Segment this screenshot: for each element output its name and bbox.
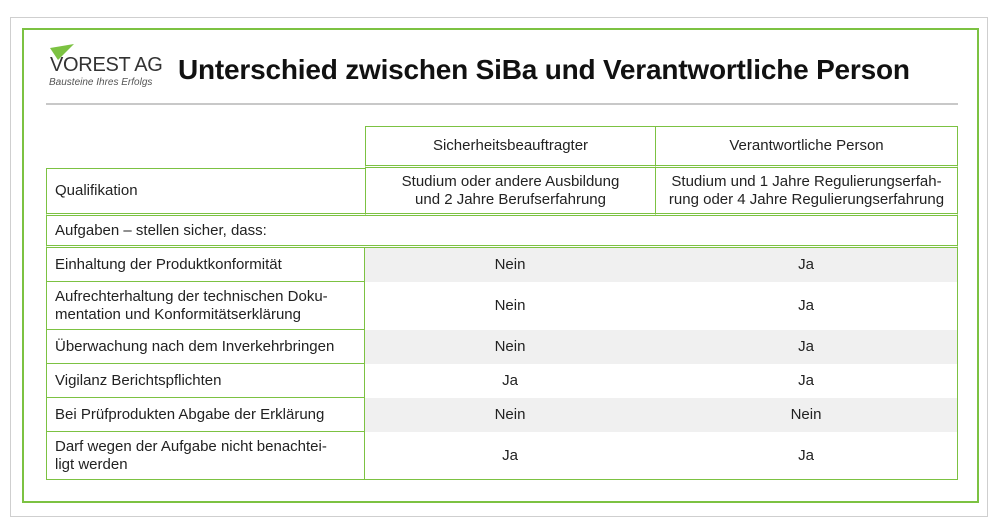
row-value-siba: Ja <box>502 372 518 389</box>
row-value-siba: Nein <box>365 248 655 282</box>
qualification-vp-line1: Studium und 1 Jahre Regulierungserfah- <box>671 172 942 190</box>
row-value-vp: Nein <box>655 398 958 432</box>
header-blank-cell <box>46 126 365 168</box>
row-value-vp: Ja <box>655 282 958 330</box>
comparison-table: Sicherheitsbeauftragter Verantwortliche … <box>46 126 958 480</box>
table-header-row: Sicherheitsbeauftragter Verantwortliche … <box>46 126 958 168</box>
logo-tagline: Bausteine Ihres Erfolgs <box>49 77 153 88</box>
qualification-vp-line2: rung oder 4 Jahre Regulierungserfahrung <box>668 190 945 208</box>
row-label: Überwachung nach dem Inverkehrbringen <box>46 330 365 364</box>
row-label-line1: Aufrechterhaltung der technischen Doku- <box>55 287 328 305</box>
table-row: Einhaltung der Produktkonformität Nein J… <box>46 248 958 282</box>
row-value-vp: Ja <box>655 248 958 282</box>
qualification-siba: Studium oder andere Ausbildung und 2 Jah… <box>365 168 655 216</box>
title-divider <box>46 103 958 105</box>
table-row: Überwachung nach dem Inverkehrbringen Ne… <box>46 330 958 364</box>
row-value-siba: Nein <box>494 297 526 314</box>
row-label-line1: Darf wegen der Aufgabe nicht benachtei- <box>55 437 327 455</box>
qualification-vp: Studium und 1 Jahre Regulierungserfah- r… <box>655 168 958 216</box>
qualification-siba-line1: Studium oder andere Ausbildung <box>401 172 620 190</box>
table-row: Vigilanz Berichtspflichten Ja Ja <box>46 364 958 398</box>
row-label: Darf wegen der Aufgabe nicht benachtei- … <box>46 432 365 480</box>
row-value-vp: Ja <box>655 432 958 480</box>
row-value-siba: Nein <box>365 330 655 364</box>
column-header-vp: Verantwortliche Person <box>655 126 958 168</box>
table-row: Aufrechterhaltung der technischen Doku- … <box>46 282 958 330</box>
tasks-heading: Aufgaben – stellen sicher, dass: <box>46 216 958 248</box>
row-label: Vigilanz Berichtspflichten <box>46 364 365 398</box>
row-label-line2: ligt werden <box>55 455 128 473</box>
table-row: Bei Prüfprodukten Abgabe der Erklärung N… <box>46 398 958 432</box>
row-value-vp: Ja <box>655 364 958 398</box>
row-label: Einhaltung der Produktkonformität <box>46 248 365 282</box>
qualification-siba-line2: und 2 Jahre Berufserfahrung <box>415 190 606 208</box>
row-label: Aufrechterhaltung der technischen Doku- … <box>46 282 365 330</box>
comparison-card: VOREST AG Bausteine Ihres Erfolgs Unters… <box>22 28 979 503</box>
image-frame <box>10 17 988 517</box>
qualification-row: Qualifikation Studium oder andere Ausbil… <box>46 168 958 216</box>
row-value-siba: Ja <box>365 432 655 480</box>
row-value-siba: Nein <box>365 398 655 432</box>
row-label: Bei Prüfprodukten Abgabe der Erklärung <box>46 398 365 432</box>
row-label-line2: mentation und Konformitätserklärung <box>55 305 301 323</box>
leaf-icon <box>50 44 74 60</box>
logo-name: VOREST AG <box>50 54 163 76</box>
page-title: Unterschied zwischen SiBa und Verantwort… <box>178 54 910 85</box>
qualification-label: Qualifikation <box>46 168 365 216</box>
tasks-heading-row: Aufgaben – stellen sicher, dass: <box>46 216 958 248</box>
column-header-siba: Sicherheitsbeauftragter <box>365 126 655 168</box>
company-logo: VOREST AG Bausteine Ihres Erfolgs <box>48 44 163 92</box>
table-row: Darf wegen der Aufgabe nicht benachtei- … <box>46 432 958 480</box>
row-value-vp: Ja <box>655 330 958 364</box>
